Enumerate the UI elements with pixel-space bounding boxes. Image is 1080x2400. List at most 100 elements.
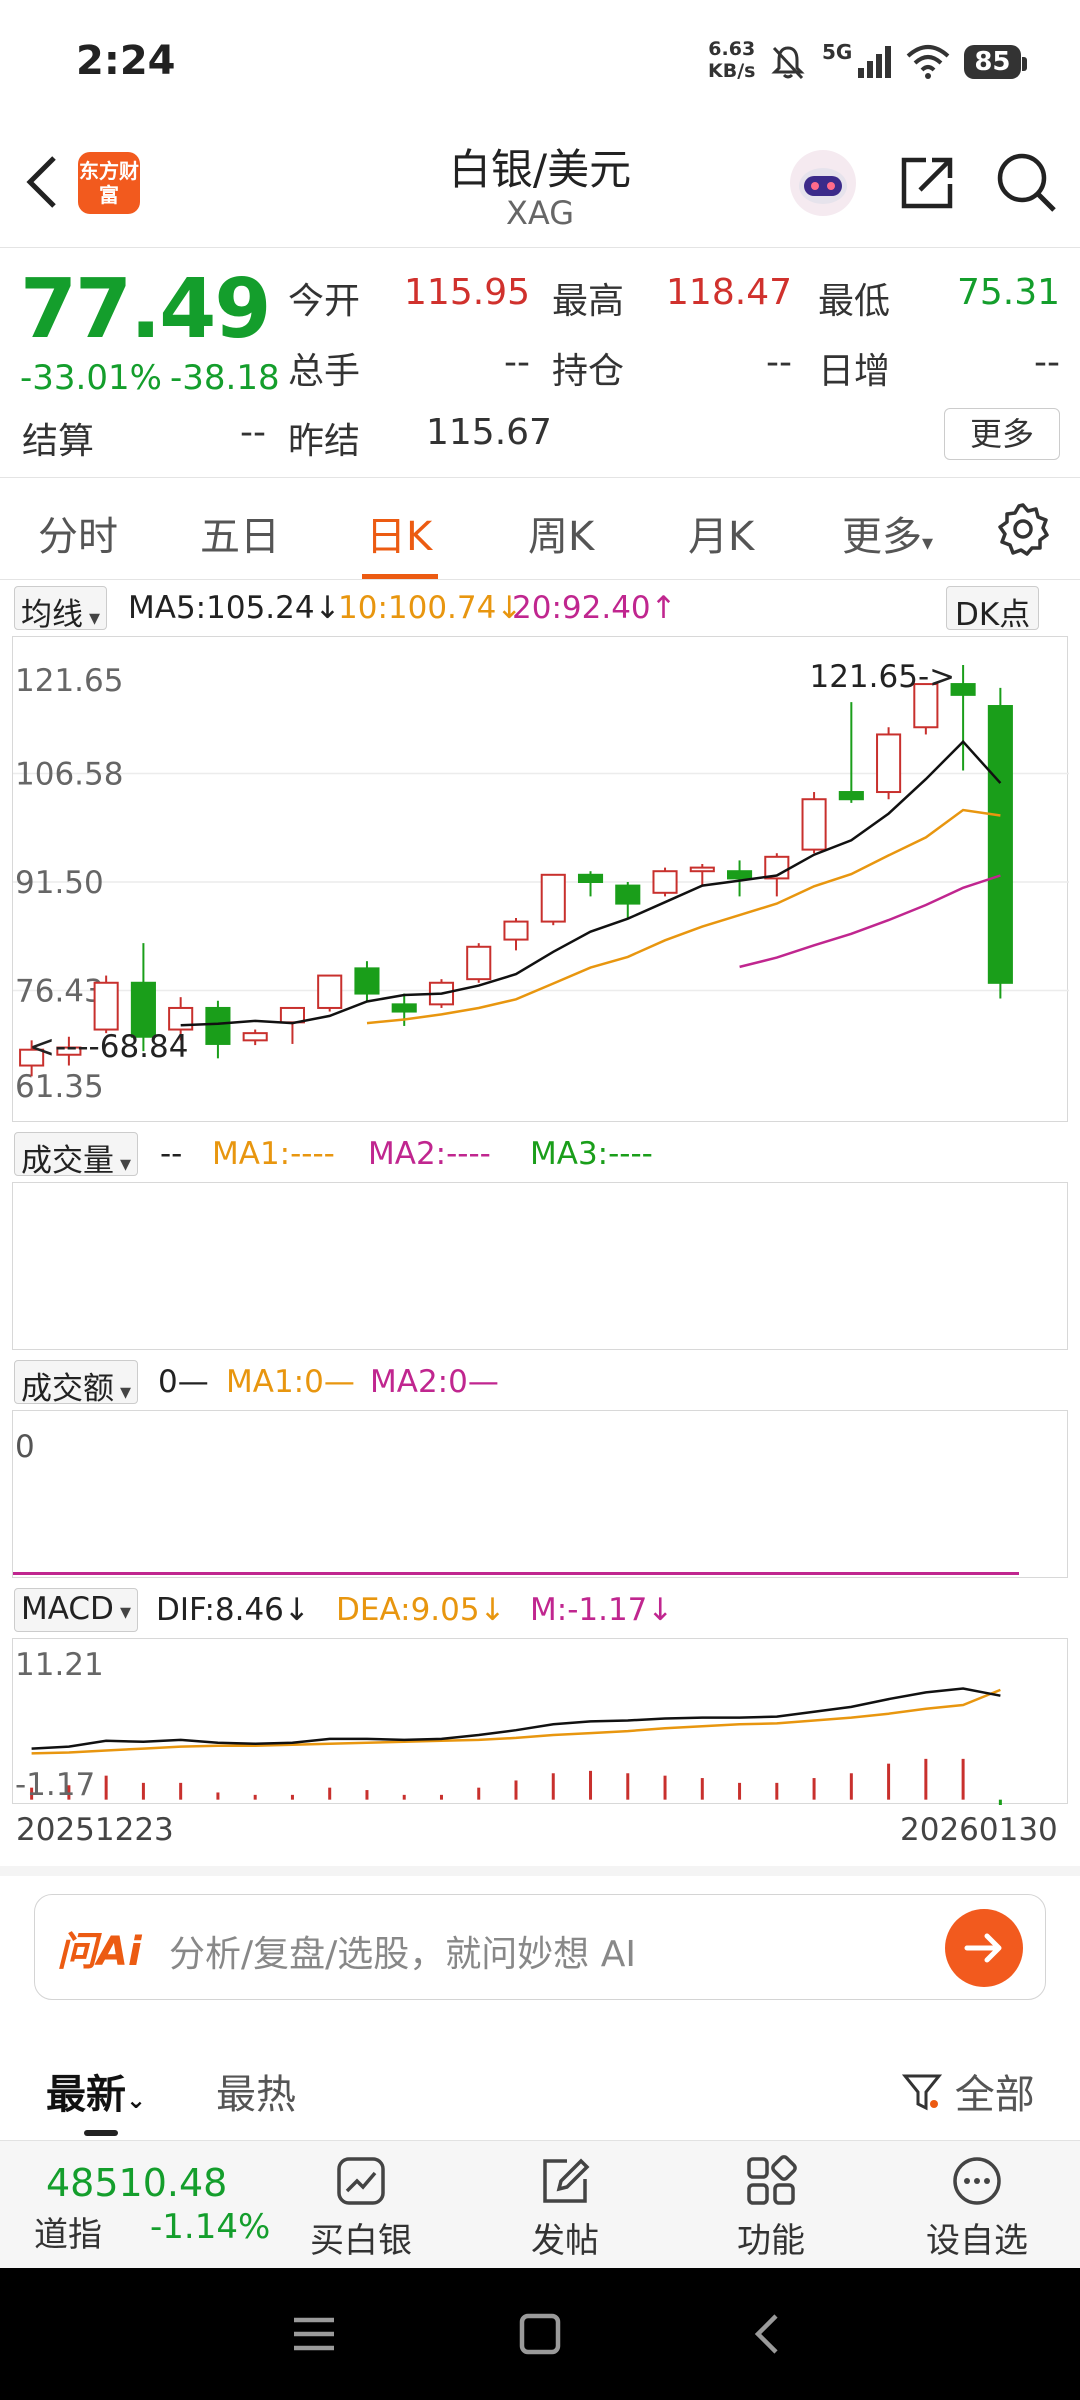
ai-search-placeholder: 分析/复盘/选股，就问妙想 AI	[169, 1934, 636, 1975]
period-tabs: 分时 五日 日K 周K 月K 更多▾	[0, 480, 1080, 580]
tab-weekly-k[interactable]: 周K	[528, 514, 595, 560]
volume-selector[interactable]: 成交量	[14, 1132, 139, 1179]
last-price: 77.49	[20, 262, 271, 357]
candle-body	[615, 884, 641, 905]
candle-body	[19, 1048, 45, 1067]
open-label: 今开	[288, 281, 361, 322]
more-dots-icon	[953, 2157, 1001, 2205]
prev-settle-value: 115.67	[426, 412, 552, 453]
ma20-value: 20:92.40↑	[512, 590, 677, 626]
amount-ma2: MA2:0—	[370, 1364, 499, 1400]
candle-body	[689, 866, 715, 873]
macd-indicator-row: MACD DIF:8.46↓ DEA:9.05↓ M:-1.17↓	[0, 1586, 1080, 1634]
index-change: -1.14%	[150, 2207, 271, 2247]
app-logo: 东方财富	[78, 152, 140, 214]
gear-icon[interactable]	[996, 502, 1050, 556]
macd-m: M:-1.17↓	[530, 1592, 674, 1628]
candle-body	[540, 873, 566, 923]
open-value: 115.95	[404, 272, 530, 313]
tab-more-label: 更多	[842, 514, 922, 560]
date-start-label: 20251223	[16, 1812, 174, 1848]
add-watchlist-button[interactable]: 设自选	[912, 2153, 1042, 2269]
high-value: 118.47	[666, 272, 792, 313]
high-label: 最高	[552, 281, 625, 322]
symbol-code: XAG	[505, 194, 575, 232]
share-icon[interactable]	[896, 150, 960, 214]
tab-intraday[interactable]: 分时	[38, 514, 118, 560]
arrow-right-icon	[964, 1933, 1002, 1963]
macd-chart-panel[interactable]: 11.21 -1.17	[12, 1638, 1068, 1805]
candle-body	[652, 870, 678, 894]
active-tab-underline	[362, 574, 438, 579]
oi-change-value: --	[1034, 342, 1060, 383]
y-axis-tick-label: 61.35	[15, 1069, 104, 1105]
tab-latest[interactable]: 最新⌄	[46, 2062, 146, 2120]
ma5-line	[180, 739, 1002, 1027]
candle-body	[503, 920, 529, 941]
candle-body	[466, 945, 492, 981]
back-icon[interactable]	[744, 2310, 792, 2358]
tab-hottest[interactable]: 最热	[216, 2072, 296, 2118]
open-interest-value: --	[766, 342, 792, 383]
functions-button[interactable]: 功能	[706, 2153, 836, 2269]
ai-search-box[interactable]: 问Ai 分析/复盘/选股，就问妙想 AI	[34, 1894, 1046, 2000]
change-percent: -33.01%	[20, 358, 162, 398]
macd-selector[interactable]: MACD	[14, 1588, 138, 1632]
tab-daily-k[interactable]: 日K	[366, 514, 433, 560]
menu-icon[interactable]	[290, 2310, 338, 2358]
post-button[interactable]: 发帖	[500, 2153, 630, 2269]
y-axis-tick-label: 121.65	[15, 663, 123, 699]
tab-latest-label: 最新	[46, 2072, 126, 2118]
kline-chart: 121.65 106.58 91.50 76.43 61.35 121.65-> <----…	[13, 659, 1069, 1105]
oi-change-label: 日增	[818, 351, 891, 392]
back-arrow-icon[interactable]	[20, 152, 64, 212]
ai-robot-icon[interactable]	[788, 148, 858, 218]
candle-body	[913, 683, 939, 729]
amount-axis-label: 0	[15, 1429, 35, 1465]
functions-label: 功能	[737, 2221, 805, 2261]
search-icon[interactable]	[994, 150, 1058, 214]
trade-chart-icon	[337, 2157, 385, 2205]
system-nav-bar	[0, 2268, 1080, 2400]
y-axis-tick-label: 91.50	[15, 865, 104, 901]
volume-chart-panel[interactable]	[12, 1182, 1068, 1350]
amount-chart-panel[interactable]: 0	[12, 1410, 1068, 1578]
filter-all-button[interactable]: 全部	[901, 2062, 1035, 2120]
dk-point-button[interactable]: DK点	[946, 586, 1040, 633]
amount-selector[interactable]: 成交额	[14, 1360, 139, 1407]
edit-icon	[543, 2158, 590, 2203]
tab-monthly-k[interactable]: 月K	[688, 514, 755, 560]
min-price-marker: <----68.84	[29, 1029, 188, 1065]
home-icon[interactable]	[516, 2310, 564, 2358]
tab-more[interactable]: 更多▾	[842, 504, 933, 562]
settle-label: 结算	[22, 421, 95, 462]
amount-value: 0—	[158, 1364, 209, 1400]
news-tabs: 最新⌄ 最热 全部	[0, 2030, 1080, 2140]
filter-all-label: 全部	[954, 2072, 1035, 2118]
more-button[interactable]: 更多	[944, 408, 1060, 460]
candle-body	[317, 974, 343, 1009]
dropdown-caret-icon: ▾	[922, 531, 934, 556]
tab-five-day[interactable]: 五日	[200, 514, 280, 560]
settle-value: --	[240, 412, 266, 453]
candle-body	[838, 791, 864, 801]
ma-selector[interactable]: 均线	[14, 586, 108, 633]
page-title: 白银/美元	[448, 145, 632, 194]
ai-submit-button[interactable]	[945, 1909, 1023, 1987]
ma5-value: MA5:105.24↓	[128, 590, 341, 626]
news-tab-underline	[84, 2130, 118, 2136]
volume-ma3: MA3:----	[530, 1136, 653, 1172]
dea-line	[31, 1688, 1001, 1755]
prev-settle-label: 昨结	[288, 421, 361, 462]
candle-body	[577, 873, 604, 884]
ma10-line	[366, 808, 1001, 1025]
buy-silver-button[interactable]: 买白银	[296, 2153, 426, 2269]
volume-value: --	[504, 342, 530, 383]
macd-axis-bottom: -1.17	[15, 1767, 95, 1803]
kline-chart-panel[interactable]: 121.65 106.58 91.50 76.43 61.35 121.65-> <----…	[12, 636, 1069, 1122]
ma20-line	[739, 874, 1001, 969]
low-value: 75.31	[956, 272, 1060, 313]
dif-line	[31, 1687, 1001, 1750]
candle-body	[391, 1003, 417, 1013]
candle-body	[801, 798, 827, 851]
